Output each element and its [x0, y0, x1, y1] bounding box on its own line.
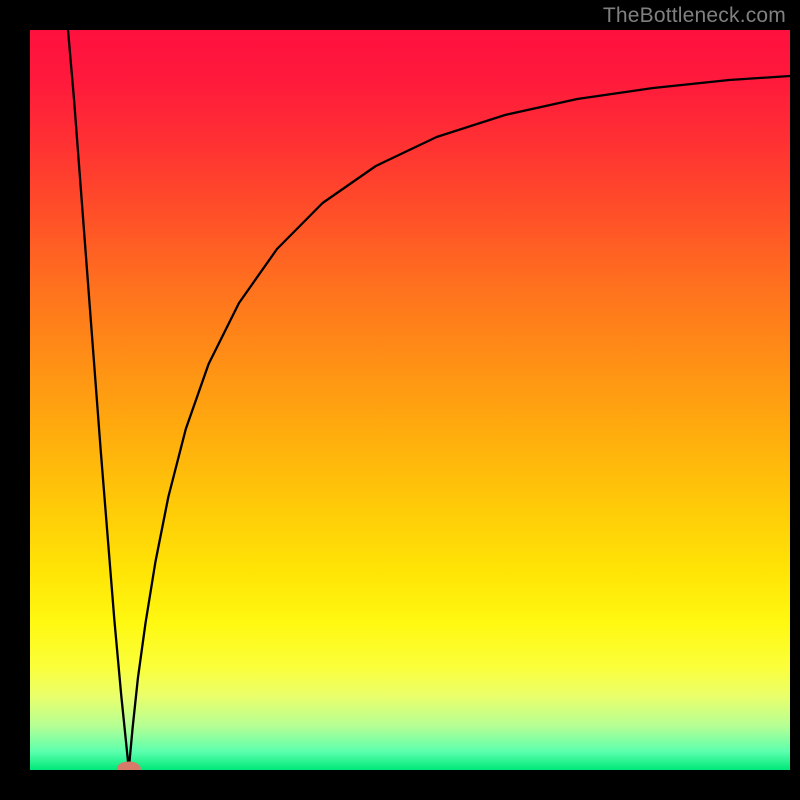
minimum-marker: [117, 762, 141, 770]
chart-plot-area: [30, 30, 790, 770]
watermark-text: TheBottleneck.com: [603, 4, 786, 28]
bottleneck-curve: [30, 30, 790, 770]
